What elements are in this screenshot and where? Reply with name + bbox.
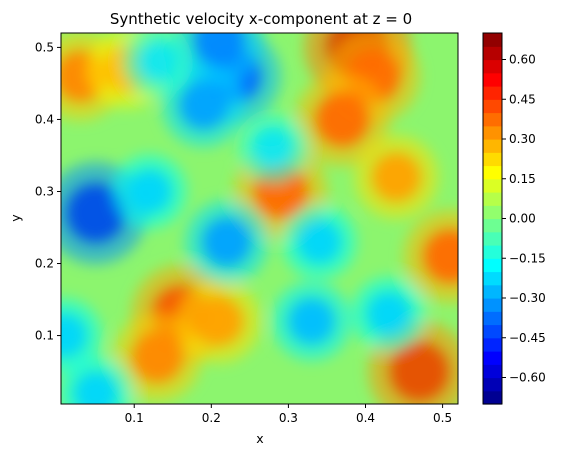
y-axis-label: y — [8, 214, 23, 222]
colorbar-tick-label: 0.30 — [509, 132, 536, 146]
field-feature-halo — [61, 355, 133, 404]
colorbar-band — [483, 33, 502, 47]
colorbar-ticks: 0.60 0.45 0.30 0.15 0.00 −0.15 −0.30 −0.45 −0.60 — [502, 53, 546, 385]
colorbar-band — [483, 324, 502, 339]
x-tick-label: 0.1 — [125, 411, 144, 425]
colorbar-band — [483, 165, 502, 180]
x-axis-ticks: 0.1 0.2 0.3 0.4 0.5 — [125, 404, 452, 425]
colorbar-band — [483, 59, 502, 74]
colorbar-band — [483, 112, 502, 127]
colorbar-band — [483, 205, 502, 220]
colorbar-band — [483, 86, 502, 100]
colorbar-band — [483, 298, 502, 312]
colorbar-band — [483, 139, 502, 153]
colorbar-band — [483, 178, 502, 193]
plot-frame — [60, 32, 459, 405]
colorbar-band — [483, 99, 502, 114]
colorbar-band — [483, 271, 502, 286]
field-feature-halo — [237, 113, 309, 184]
colorbar-tick-label: −0.45 — [509, 331, 546, 345]
colorbar-band — [483, 258, 502, 273]
y-tick-label: 0.3 — [35, 184, 54, 198]
colorbar-tick-label: −0.30 — [509, 291, 546, 305]
chart-title: Synthetic velocity x-component at z = 0 — [110, 10, 412, 28]
x-tick-label: 0.5 — [433, 411, 452, 425]
y-axis-ticks: 0.1 0.2 0.3 0.4 0.5 — [35, 40, 61, 343]
field-feature-halo — [61, 298, 103, 373]
colorbar-band — [483, 72, 502, 87]
colorbar-band — [483, 337, 502, 352]
colorbar-tick-label: 0.60 — [509, 53, 536, 67]
colorbar-band — [483, 46, 502, 61]
colorbar-tick-label: 0.00 — [509, 212, 536, 226]
colorbar-band — [483, 245, 502, 259]
colorbar-tick-label: 0.15 — [509, 172, 536, 186]
field-feature-halo — [177, 279, 261, 364]
y-tick-label: 0.2 — [35, 257, 54, 271]
field-feature-halo — [354, 135, 439, 219]
field-feature-halo — [271, 281, 352, 361]
field-feature-halo — [184, 200, 269, 284]
field-feature-halo — [281, 204, 357, 280]
field-feature-halo — [112, 154, 187, 229]
colorbar-band — [483, 351, 502, 365]
field-feature-halo — [351, 276, 426, 352]
colorbar-tick-label: −0.60 — [509, 371, 546, 385]
field-feature-halo — [174, 33, 264, 85]
colorbar: 0.60 0.45 0.30 0.15 0.00 −0.15 −0.30 −0.45 −0.60 — [482, 32, 546, 405]
x-tick-label: 0.3 — [279, 411, 298, 425]
x-tick-label: 0.4 — [356, 411, 375, 425]
plot-area: 0.1 0.2 0.3 0.4 0.5 0.1 0.2 0.3 0.4 0.5 — [35, 32, 459, 425]
colorbar-band — [483, 364, 502, 379]
x-tick-label: 0.2 — [202, 411, 221, 425]
y-tick-label: 0.1 — [35, 329, 54, 343]
field-feature-halo — [113, 312, 202, 402]
colorbar-band — [483, 284, 502, 299]
colorbar-band — [483, 152, 502, 167]
field-feature-halo — [295, 72, 389, 166]
colorbar-level-bands — [483, 33, 502, 405]
colorbar-band — [483, 192, 502, 206]
field-feature-halo — [122, 33, 193, 97]
colorbar-band — [483, 377, 502, 392]
colorbar-tick-label: −0.15 — [509, 251, 546, 265]
colorbar-band — [483, 125, 502, 140]
colorbar-band — [483, 218, 502, 233]
colorbar-tick-label: 0.45 — [509, 92, 536, 106]
colorbar-band — [483, 231, 502, 246]
colorbar-band — [483, 311, 502, 326]
y-tick-label: 0.4 — [35, 112, 54, 126]
y-tick-label: 0.5 — [35, 40, 54, 54]
field-feature-halo — [403, 209, 458, 303]
velocity-field — [61, 33, 458, 404]
colorbar-band — [483, 390, 502, 405]
x-axis-label: x — [256, 431, 263, 446]
